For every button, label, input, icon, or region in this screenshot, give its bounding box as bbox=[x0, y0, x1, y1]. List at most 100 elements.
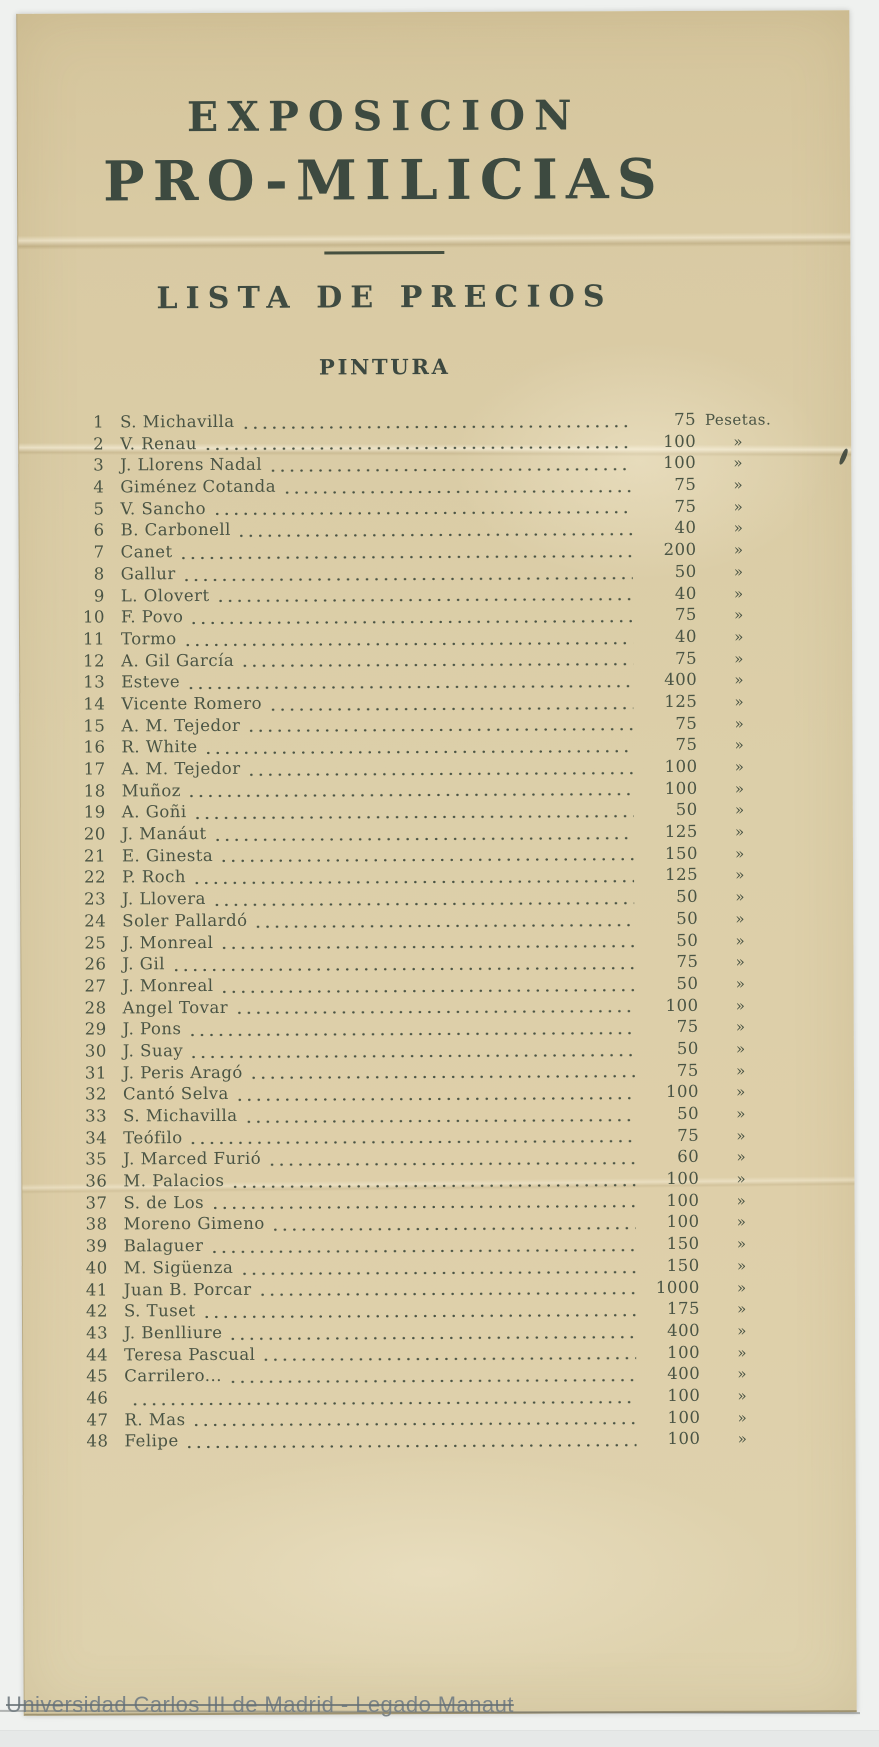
artist-name: Giménez Cotanda bbox=[120, 476, 277, 497]
artist-name: Felipe bbox=[124, 1431, 179, 1451]
artist-name: J. Benlliure bbox=[124, 1322, 223, 1343]
item-number: 11 bbox=[82, 629, 106, 649]
price-list-row: 15 A. M. Tejedor 75 » bbox=[75, 713, 775, 738]
item-price: 50 bbox=[676, 1038, 699, 1058]
item-price: 100 bbox=[666, 1168, 700, 1189]
currency-mark: » bbox=[733, 475, 744, 494]
price-list-row: 37 S. de Los 100 » bbox=[77, 1190, 777, 1215]
price-list-row: 23 J. Llovera 50 » bbox=[76, 887, 776, 912]
dot-leader bbox=[181, 561, 633, 586]
dot-leader bbox=[248, 1060, 635, 1085]
dot-leader bbox=[178, 540, 633, 564]
item-number: 10 bbox=[82, 607, 105, 627]
artist-name: J. Llovera bbox=[122, 889, 206, 909]
currency-mark: » bbox=[735, 931, 746, 950]
dot-leader bbox=[234, 1082, 636, 1106]
currency-mark: » bbox=[737, 1343, 748, 1362]
currency-mark: » bbox=[734, 822, 745, 841]
item-price: 75 bbox=[676, 952, 699, 972]
item-price: 100 bbox=[667, 1407, 701, 1427]
item-price: 75 bbox=[675, 735, 698, 755]
price-list-row: 16 R. White 75 » bbox=[75, 735, 775, 760]
item-number: 24 bbox=[84, 911, 107, 931]
item-price: 1000 bbox=[655, 1277, 700, 1297]
dot-leader bbox=[227, 1364, 637, 1388]
item-price: 75 bbox=[674, 409, 697, 429]
item-number: 9 bbox=[93, 585, 105, 605]
artist-name: J. Monreal bbox=[122, 975, 214, 996]
item-price: 100 bbox=[666, 1190, 700, 1210]
artist-name: Teresa Pascual bbox=[124, 1344, 256, 1364]
currency-mark: » bbox=[736, 1256, 747, 1275]
price-list-heading: LISTA DE PRECIOS bbox=[156, 279, 613, 317]
item-price: 200 bbox=[663, 539, 697, 560]
dot-leader bbox=[170, 952, 635, 977]
artist-name: S. de Los bbox=[123, 1192, 205, 1213]
item-price: 50 bbox=[676, 908, 699, 928]
item-number: 7 bbox=[93, 542, 105, 562]
dot-leader bbox=[186, 778, 634, 803]
item-number: 39 bbox=[85, 1236, 108, 1256]
currency-mark: » bbox=[736, 1061, 746, 1080]
item-number: 30 bbox=[84, 1041, 107, 1061]
item-price: 100 bbox=[663, 431, 697, 451]
price-list-row: 20 J. Manáut 125 » bbox=[76, 822, 776, 847]
price-list-row: 17 A. M. Tejedor 100 » bbox=[76, 757, 776, 782]
item-number: 47 bbox=[86, 1410, 109, 1430]
title-divider bbox=[324, 250, 445, 255]
item-price: 50 bbox=[675, 800, 698, 820]
item-number: 33 bbox=[85, 1106, 108, 1126]
dot-leader bbox=[219, 843, 635, 868]
dot-leader bbox=[239, 1255, 636, 1280]
dot-leader bbox=[234, 995, 635, 1020]
item-number: 2 bbox=[93, 434, 105, 454]
item-price: 75 bbox=[676, 1060, 699, 1080]
item-number: 25 bbox=[84, 932, 107, 953]
currency-mark: » bbox=[735, 952, 746, 971]
currency-mark: » bbox=[734, 714, 745, 733]
item-number: 26 bbox=[84, 954, 107, 974]
price-list-row: 1 S. Michavilla 75 Pesetas. bbox=[74, 410, 774, 435]
item-number: 6 bbox=[93, 520, 105, 540]
price-list-row: 11 Tormo 40 » bbox=[75, 626, 775, 651]
document-paper: EXPOSICION PRO-MILICIAS LISTA DE PRECIOS… bbox=[16, 10, 857, 1716]
item-price: 75 bbox=[674, 474, 697, 495]
dot-leader bbox=[261, 1342, 637, 1367]
price-list-row: 41 Juan B. Porcar 1000 » bbox=[78, 1277, 778, 1302]
item-number: 41 bbox=[85, 1279, 108, 1300]
price-list: 1 S. Michavilla 75 Pesetas. 2 V. Renau 1… bbox=[74, 410, 779, 1454]
currency-mark: » bbox=[734, 692, 745, 711]
item-price: 100 bbox=[665, 995, 699, 1015]
currency-mark: » bbox=[737, 1429, 748, 1449]
price-list-row: 8 Gallur 50 » bbox=[75, 561, 775, 586]
currency-mark: » bbox=[736, 1082, 746, 1102]
price-list-row: 35 J. Marced Furió 60 » bbox=[77, 1147, 777, 1172]
currency-mark: » bbox=[733, 519, 744, 538]
artist-name: V. Sancho bbox=[120, 498, 207, 519]
item-price: 100 bbox=[667, 1385, 701, 1405]
item-price: 40 bbox=[674, 626, 698, 646]
artist-name: Carrilero... bbox=[124, 1366, 223, 1386]
dot-leader bbox=[188, 1125, 636, 1150]
artist-name: A. Goñi bbox=[121, 802, 187, 822]
currency-mark: » bbox=[734, 649, 744, 668]
artist-name: Teófilo bbox=[123, 1127, 183, 1148]
currency-mark: » bbox=[736, 1148, 747, 1167]
dot-leader bbox=[267, 692, 634, 716]
price-list-row: 9 L. Olovert 40 » bbox=[75, 583, 775, 608]
artist-name: Cantó Selva bbox=[122, 1084, 229, 1104]
artist-name: J. Monreal bbox=[122, 932, 214, 952]
item-price: 125 bbox=[664, 821, 698, 842]
currency-mark: » bbox=[733, 454, 744, 473]
section-heading: PINTURA bbox=[318, 353, 451, 380]
item-price: 40 bbox=[674, 518, 697, 538]
item-number: 15 bbox=[83, 716, 106, 736]
artist-name: S. Tuset bbox=[123, 1301, 196, 1321]
currency-mark: » bbox=[734, 670, 745, 689]
currency-mark: » bbox=[733, 584, 744, 603]
artist-name: J. Gil bbox=[122, 954, 166, 974]
currency-mark: » bbox=[735, 1039, 746, 1058]
artist-name: R. White bbox=[121, 737, 198, 757]
price-list-row: 39 Balaguer 150 » bbox=[78, 1234, 778, 1259]
